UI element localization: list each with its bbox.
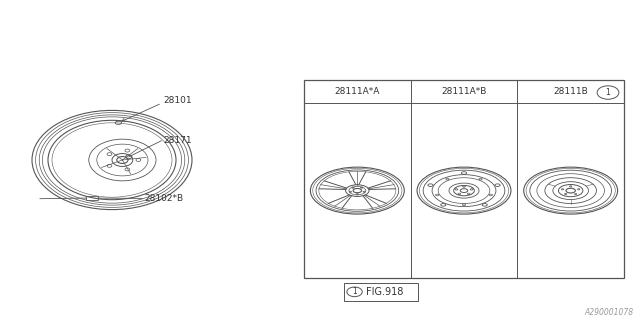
Text: FIG.918: FIG.918 <box>366 287 403 297</box>
Bar <box>86 196 98 200</box>
Text: A290001078: A290001078 <box>584 308 634 317</box>
Text: 28111B: 28111B <box>554 87 588 96</box>
Text: 1: 1 <box>352 287 357 296</box>
Text: 28171: 28171 <box>163 136 192 145</box>
Text: 1: 1 <box>605 88 611 97</box>
Text: 28102*B: 28102*B <box>144 194 183 203</box>
Bar <box>304 80 624 278</box>
Bar <box>344 283 418 301</box>
Text: 28111A*B: 28111A*B <box>442 87 486 96</box>
Text: 28111A*A: 28111A*A <box>335 87 380 96</box>
Text: 28101: 28101 <box>163 96 192 105</box>
